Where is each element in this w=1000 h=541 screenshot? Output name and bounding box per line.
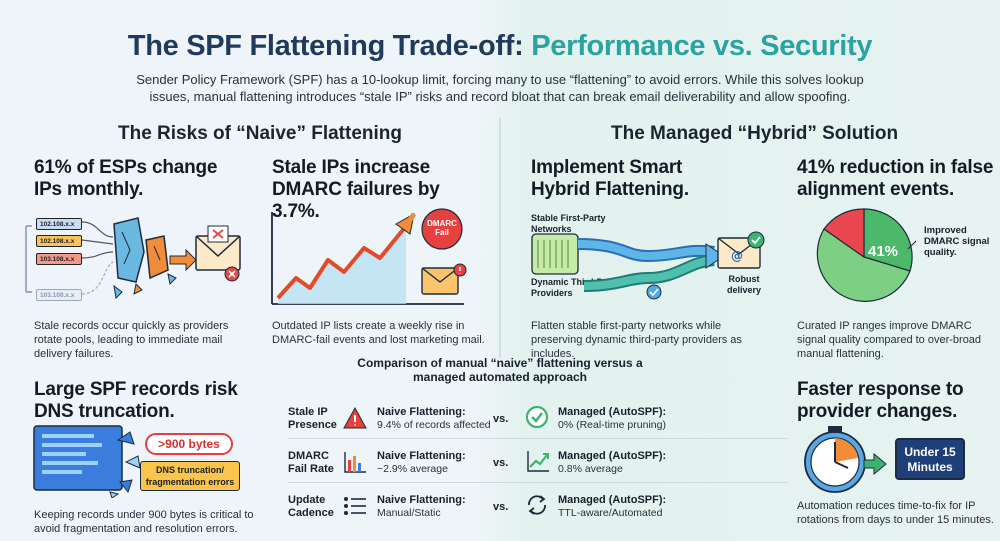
caption-dns-truncation: Keeping records under 900 bytes is criti…: [34, 509, 254, 535]
spf-record-document-icon: [33, 425, 141, 498]
center-divider: [499, 118, 501, 358]
stat-faster-response: Faster response to provider changes.: [797, 379, 964, 422]
hybrid-flow-diagram: @: [531, 231, 765, 300]
pie-slice-remainder: [816, 228, 911, 302]
refresh-icon: [528, 495, 546, 515]
row1-managed-value: 0% (Real-time pruning): [558, 419, 666, 431]
stat-hybrid-flattening: Implement Smart Hybrid Flattening.: [531, 157, 689, 200]
row3-vs: vs.: [493, 501, 509, 513]
ip-tag-3: 103.108.x.x: [36, 253, 82, 265]
ip-tag-1: 102.108.x.x: [36, 218, 82, 230]
stat-dns-truncation: Large SPF records risk DNS truncation.: [34, 379, 238, 422]
caption-false-alignment: Curated IP ranges improve DMARC signal q…: [797, 320, 982, 360]
ip-flow-lines: [25, 217, 241, 300]
right-section-heading: The Managed “Hybrid” Solution: [611, 123, 899, 144]
row3-managed-title: Managed (AutoSPF):: [558, 494, 667, 506]
pie-note: Improved DMARC signal quality.: [924, 225, 990, 258]
title-part-1: The SPF Flattening Trade-off:: [127, 30, 524, 62]
pie-slice-red: [823, 208, 865, 259]
row3-managed-value: TTL-aware/Automated: [558, 507, 663, 519]
label-stable-networks: Stable First-Party Networks: [531, 213, 606, 234]
row3-naive-value: Manual/Static: [377, 507, 441, 519]
size-limit-pill: >900 bytes: [145, 433, 233, 455]
warning-icon: [343, 406, 367, 429]
row-label-dmarc-fail: DMARC Fail Rate: [288, 450, 334, 475]
row-label-stale-ip: Stale IP Presence: [288, 406, 337, 431]
row2-managed-value: 0.8% average: [558, 463, 623, 475]
row1-naive-value: 9.4% of records affected: [377, 419, 491, 431]
caption-faster-response: Automation reduces time-to-fix for IP ro…: [797, 500, 994, 526]
esp-ip-illustration: 102.108.x.x 102.108.x.x 103.108.x.x 103.…: [18, 212, 248, 307]
dmarc-fail-badge-icon: [421, 208, 463, 250]
svg-text:@: @: [731, 249, 743, 263]
dmarc-fail-badge-label: DMARC Fail: [427, 219, 457, 237]
list-icon: [344, 497, 366, 515]
row2-vs: vs.: [493, 457, 509, 469]
ip-tag-2: 102.108.x.x: [36, 235, 82, 247]
row3-naive-title: Naive Flattening:: [377, 494, 466, 506]
row2-managed-title: Managed (AutoSPF):: [558, 450, 667, 462]
row2-naive-title: Naive Flattening:: [377, 450, 466, 462]
caption-esp-ip-change: Stale records occur quickly as providers…: [34, 320, 229, 360]
left-section-heading: The Risks of “Naive” Flattening: [118, 123, 402, 144]
intro-text: Sender Policy Framework (SPF) has a 10-l…: [136, 72, 864, 104]
row2-naive-value: ~2.9% average: [377, 463, 448, 475]
row-label-update-cadence: Update Cadence: [288, 494, 334, 519]
check-circle-icon: [525, 405, 549, 429]
reduction-pie-chart: [816, 208, 916, 302]
stopwatch-icon: [804, 426, 887, 493]
caption-dmarc-failures: Outdated IP lists create a weekly rise i…: [272, 320, 485, 346]
pie-percent-label: 41%: [867, 243, 899, 260]
row1-managed-title: Managed (AutoSPF):: [558, 406, 667, 418]
ip-tag-4: 103.108.x.x: [36, 289, 82, 301]
pie-slice-improved: [863, 208, 913, 272]
row1-naive-title: Naive Flattening:: [377, 406, 466, 418]
caption-hybrid-flattening: Flatten stable first-party networks whil…: [531, 320, 742, 360]
row-divider-1: [288, 438, 788, 439]
stat-dmarc-failures: Stale IPs increase DMARC failures by 3.7…: [272, 157, 440, 222]
title-part-2: Performance vs. Security: [531, 30, 873, 62]
label-robust-delivery: Robust delivery: [726, 274, 762, 295]
alert-envelope-icon: [421, 263, 467, 295]
dmarc-trend-chart-icon: [271, 212, 464, 305]
bar-chart-icon: [344, 452, 366, 473]
page-title: The SPF Flattening Trade-off: Performanc…: [0, 30, 1000, 63]
label-dynamic-providers: Dynamic Third-Party Providers: [531, 277, 620, 298]
row-divider-2: [288, 482, 788, 483]
under-15-minutes-box: Under 15 Minutes: [895, 438, 965, 480]
stat-false-alignment: 41% reduction in false alignment events.: [797, 157, 994, 200]
comparison-title: Comparison of manual “naive” flattening …: [357, 356, 643, 384]
trend-up-icon: [527, 451, 549, 472]
dns-error-label: DNS truncation/ fragmentation errors: [140, 461, 240, 491]
row1-vs: vs.: [493, 413, 509, 425]
stat-esp-ip-change: 61% of ESPs change IPs monthly.: [34, 157, 218, 200]
